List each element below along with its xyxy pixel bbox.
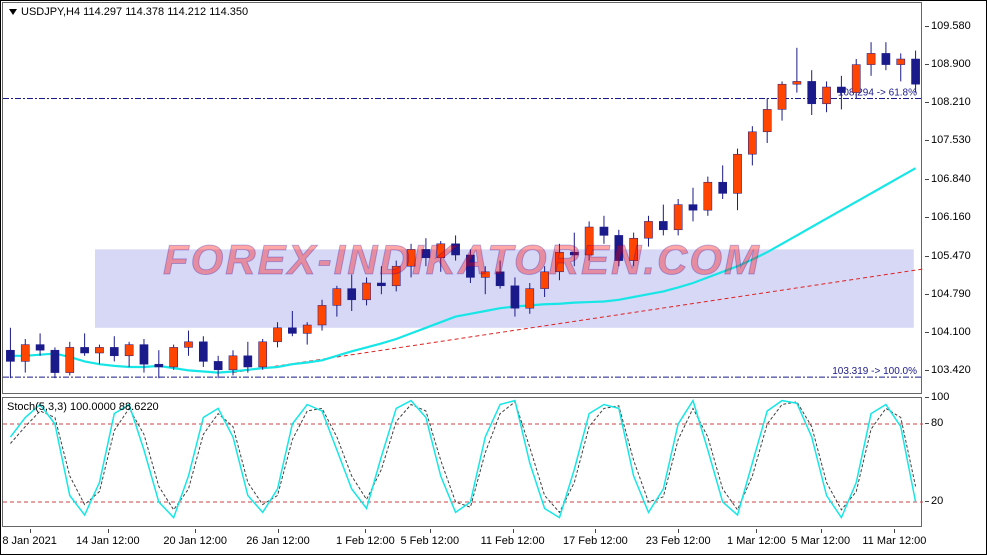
xaxis-label: 11 Mar 12:00 bbox=[862, 535, 926, 547]
yaxis-label: 108.900 bbox=[931, 58, 971, 70]
xaxis-label: 11 Feb 12:00 bbox=[481, 535, 545, 547]
main-yaxis: 103.420 104.100 104.790 105.470 106.160 106.8… bbox=[925, 2, 987, 394]
chart-title: USDJPY,H4 114.297 114.378 114.212 114.35… bbox=[21, 6, 248, 18]
chart-window: USDJPY,H4 114.297 114.378 114.212 114.35… bbox=[0, 0, 987, 555]
yaxis-label: 109.580 bbox=[931, 20, 971, 32]
xaxis-label: 8 Jan 2021 bbox=[2, 535, 56, 547]
xaxis-label: 17 Feb 12:00 bbox=[563, 535, 628, 547]
stoch-yaxis-label: 100 bbox=[931, 391, 949, 403]
ohlc-c: 114.350 bbox=[209, 6, 248, 18]
stoch-yaxis-label: 20 bbox=[931, 495, 943, 507]
stoch-title: Stoch(5,3,3) 100.0000 88.6220 bbox=[7, 401, 159, 413]
main-price-chart[interactable]: USDJPY,H4 114.297 114.378 114.212 114.35… bbox=[2, 2, 922, 394]
yaxis-label: 106.840 bbox=[931, 173, 971, 185]
yaxis-label: 107.530 bbox=[931, 134, 971, 146]
yaxis-label: 106.160 bbox=[931, 211, 971, 223]
yaxis-label: 104.100 bbox=[931, 326, 971, 338]
stoch-yaxis-label: 80 bbox=[931, 417, 943, 429]
yaxis-label: 104.790 bbox=[931, 288, 971, 300]
main-chart-canvas: 108.294 -> 61.8% 103.319 -> 100.0% bbox=[3, 3, 923, 395]
xaxis-label: 1 Mar 12:00 bbox=[727, 535, 786, 547]
stoch-chart-canvas bbox=[3, 398, 923, 528]
symbol-label: USDJPY,H4 bbox=[21, 6, 80, 18]
yaxis-label: 108.210 bbox=[931, 96, 971, 108]
ohlc-o: 114.297 bbox=[83, 6, 122, 18]
ohlc-h: 114.378 bbox=[125, 6, 164, 18]
yaxis-label: 105.470 bbox=[931, 250, 971, 262]
time-xaxis: 8 Jan 2021 14 Jan 12:00 20 Jan 12:00 26 Jan… bbox=[2, 529, 922, 555]
stoch-yaxis: 2080100 bbox=[925, 397, 987, 527]
stochastic-panel[interactable]: Stoch(5,3,3) 100.0000 88.6220 bbox=[2, 397, 922, 527]
xaxis-label: 5 Feb 12:00 bbox=[400, 535, 459, 547]
yaxis-label: 103.420 bbox=[931, 364, 971, 376]
xaxis-label: 23 Feb 12:00 bbox=[646, 535, 711, 547]
xaxis-label: 14 Jan 12:00 bbox=[76, 535, 140, 547]
svg-text:103.319 -> 100.0%: 103.319 -> 100.0% bbox=[832, 366, 917, 377]
xaxis-label: 26 Jan 12:00 bbox=[246, 535, 310, 547]
xaxis-label: 5 Mar 12:00 bbox=[791, 535, 850, 547]
ohlc-l: 114.212 bbox=[167, 6, 206, 18]
xaxis-label: 20 Jan 12:00 bbox=[163, 535, 227, 547]
symbol-dropdown-icon[interactable] bbox=[9, 9, 17, 15]
svg-text:108.294 -> 61.8%: 108.294 -> 61.8% bbox=[838, 88, 917, 99]
xaxis-label: 1 Feb 12:00 bbox=[336, 535, 395, 547]
